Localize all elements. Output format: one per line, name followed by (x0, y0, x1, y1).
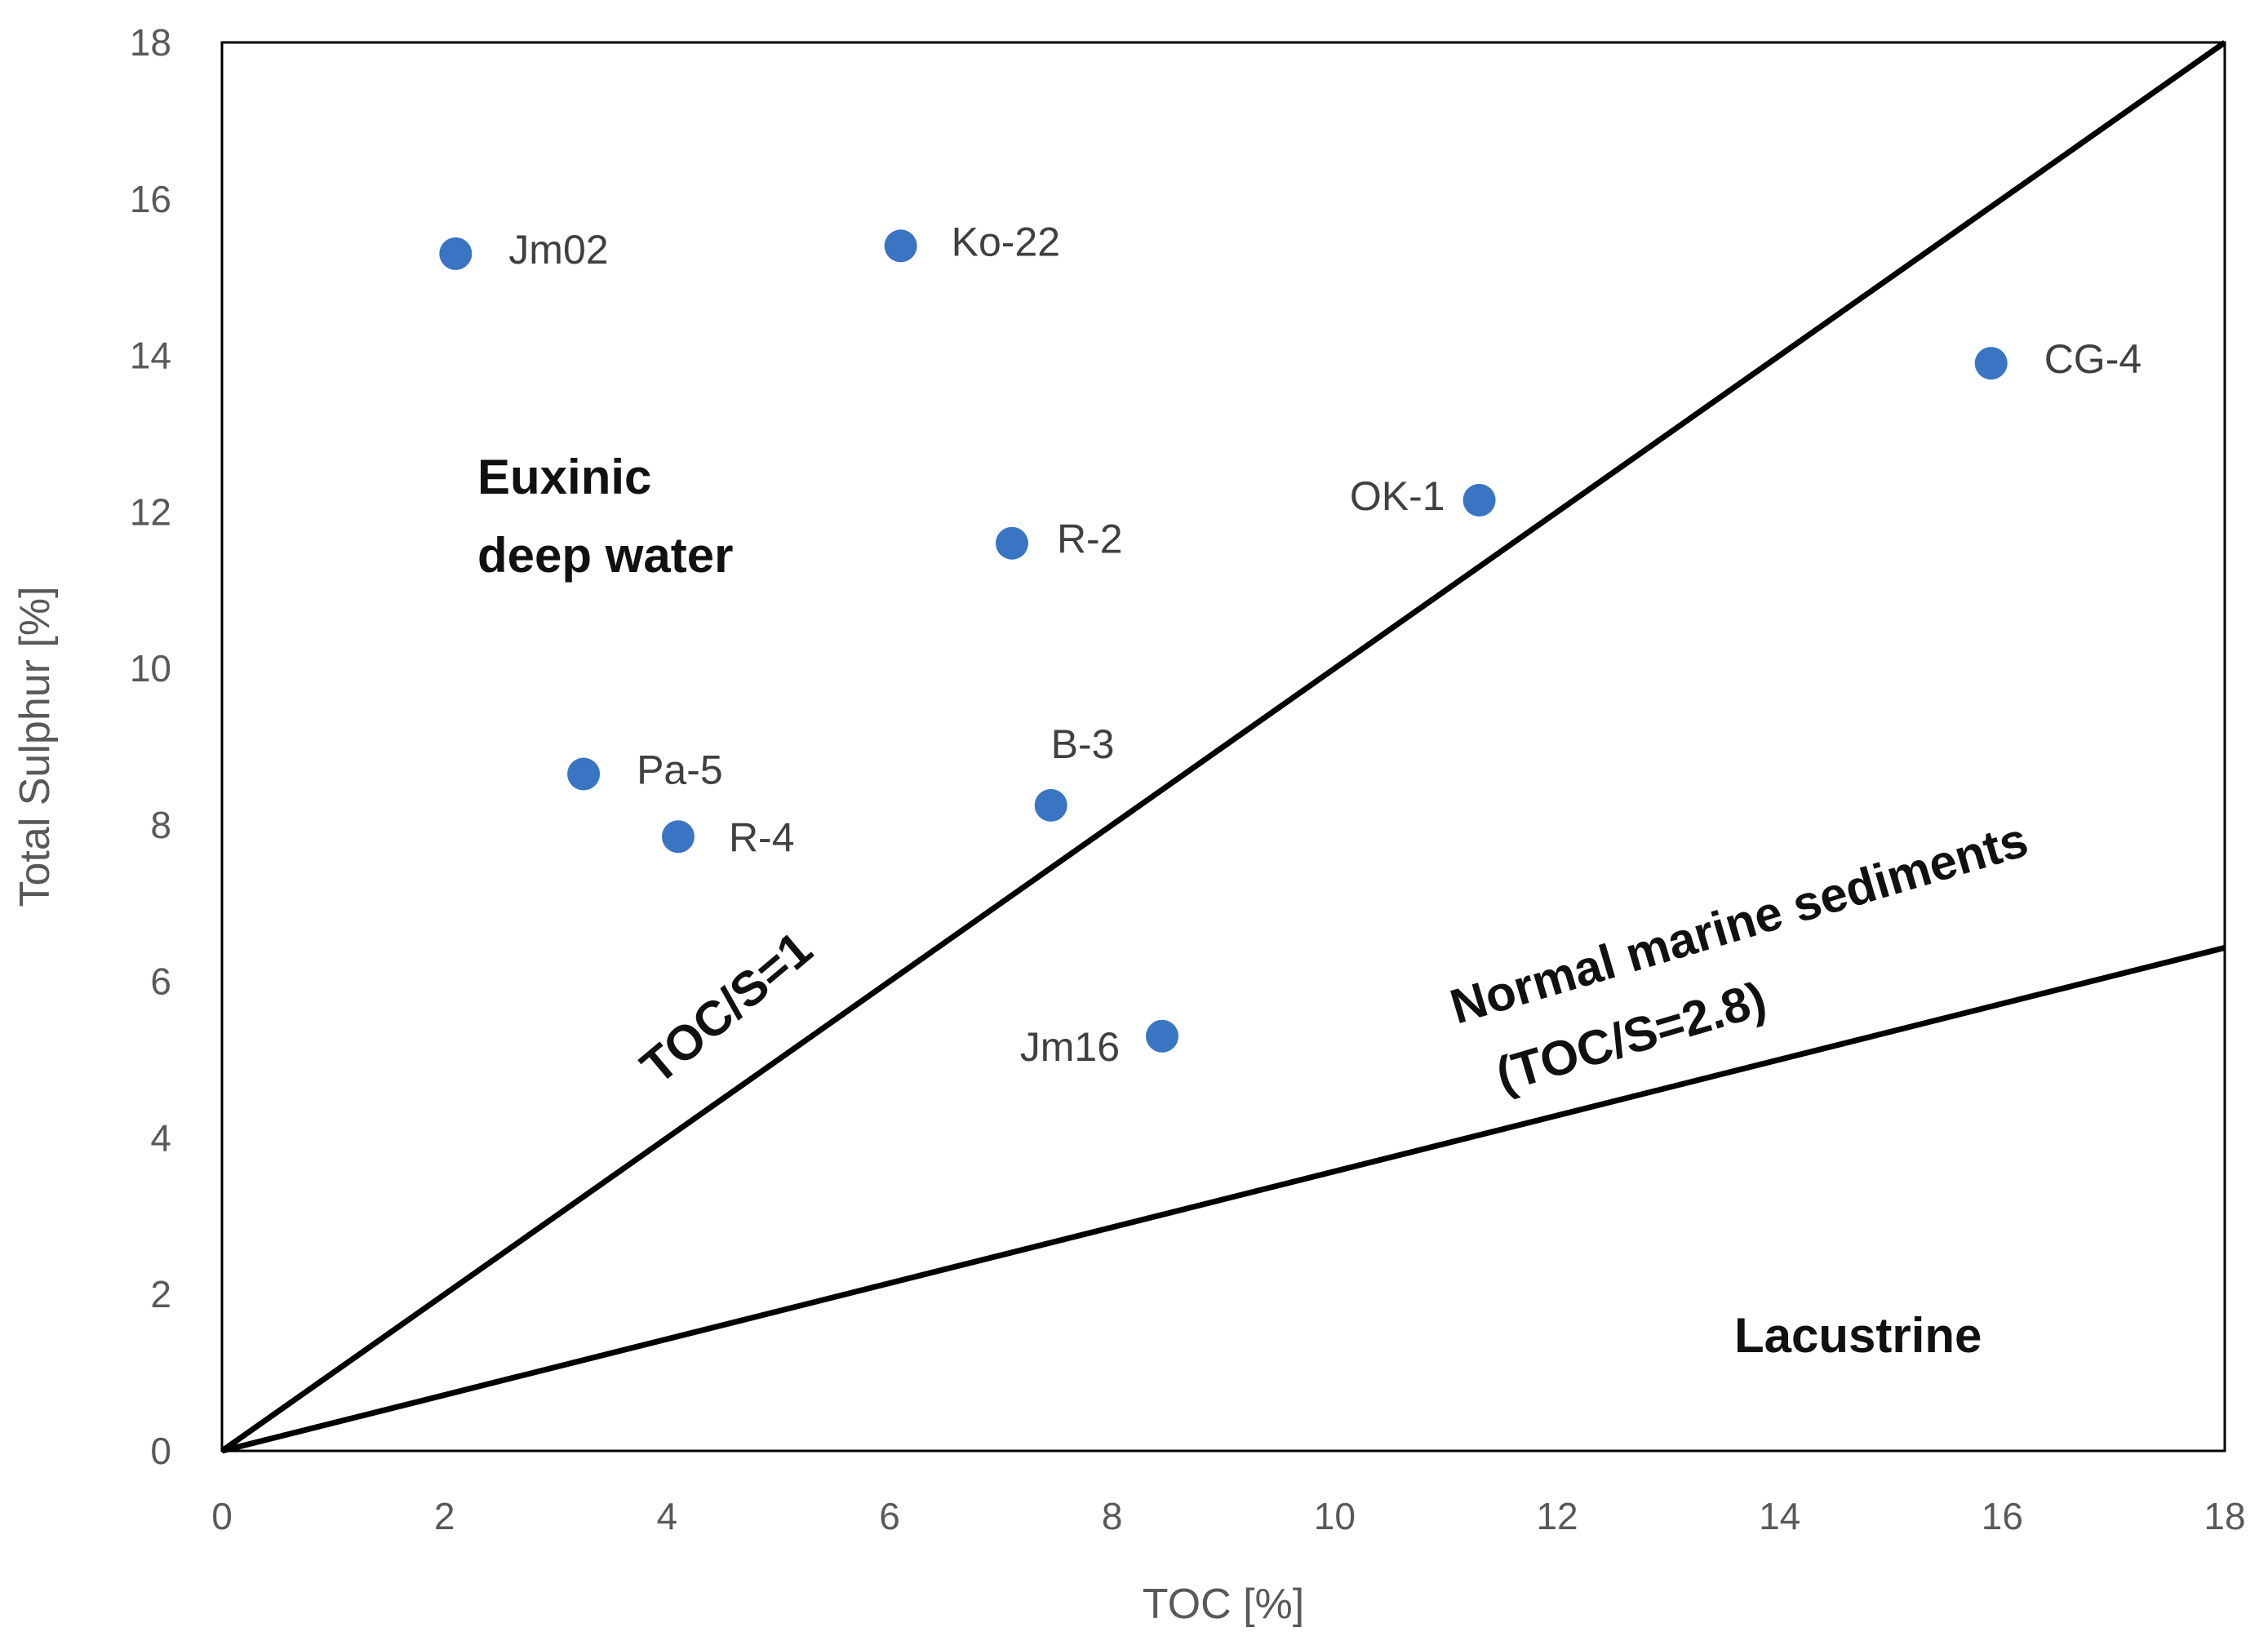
annotation-lacustrine: Lacustrine (1734, 1308, 1982, 1363)
y-tick-label: 18 (130, 21, 171, 64)
y-tick-label: 12 (130, 490, 171, 533)
annotation-line: Lacustrine (1734, 1308, 1982, 1363)
data-point-pa-5 (567, 757, 601, 791)
point-label: Jm02 (508, 227, 608, 273)
x-tick-label: 2 (434, 1495, 455, 1537)
reference-lines (220, 40, 2227, 1454)
y-tick-label: 0 (150, 1430, 171, 1472)
y-tick-label: 10 (130, 647, 171, 690)
data-point-ok-1 (1462, 483, 1496, 517)
x-tick-label: 4 (657, 1495, 678, 1537)
point-label: R-4 (729, 814, 795, 860)
x-tick-label: 6 (879, 1495, 900, 1537)
y-tick-label: 2 (150, 1273, 171, 1315)
data-point-b-3 (1034, 788, 1067, 822)
y-tick-label: 14 (130, 335, 171, 377)
x-axis-title: TOC [%] (1143, 1581, 1304, 1628)
data-points: Jm02 Ko-22 CG-4 OK-1 R-2 Pa-5 B-3 R-4 Jm16 (439, 219, 2142, 1070)
x-axis-ticks: 0 2 4 6 8 10 12 14 16 18 (211, 1495, 2245, 1537)
point-label: Ko-22 (952, 219, 1060, 264)
plot-area-frame (220, 41, 2226, 1453)
x-tick-label: 0 (211, 1495, 233, 1537)
data-point-cg-4 (1974, 347, 2008, 380)
point-label: Jm16 (1020, 1024, 1120, 1070)
data-point-jm16 (1146, 1019, 1179, 1053)
y-axis-title: Total Sulphur [%] (11, 586, 59, 907)
point-label: R-2 (1057, 517, 1123, 562)
reference-line-toc-s-1 (220, 40, 2227, 1453)
y-axis-ticks: 0 2 4 6 8 10 12 14 16 18 (130, 21, 171, 1472)
y-tick-label: 4 (150, 1116, 171, 1159)
data-point-ko-22 (884, 229, 917, 263)
annotation-line: deep water (477, 528, 733, 583)
point-label: B-3 (1051, 721, 1115, 767)
y-tick-label: 6 (150, 960, 171, 1003)
annotation-euxinic: Euxinic deep water (477, 450, 733, 583)
x-tick-label: 18 (2204, 1495, 2245, 1537)
y-tick-label: 8 (150, 804, 171, 846)
x-tick-label: 8 (1102, 1495, 1123, 1537)
data-point-r-2 (995, 526, 1028, 560)
point-label: CG-4 (2044, 336, 2142, 382)
reference-line-toc-s-2-8 (221, 945, 2226, 1454)
point-label: Pa-5 (637, 747, 723, 793)
point-label: OK-1 (1350, 473, 1445, 519)
x-tick-label: 14 (1759, 1495, 1800, 1537)
x-tick-label: 12 (1536, 1495, 1578, 1537)
annotation-line: Euxinic (477, 450, 651, 504)
data-point-r-4 (661, 820, 695, 854)
y-tick-label: 16 (130, 178, 171, 220)
x-tick-label: 16 (1982, 1495, 2023, 1537)
x-tick-label: 10 (1314, 1495, 1356, 1537)
data-point-jm02 (439, 237, 473, 270)
